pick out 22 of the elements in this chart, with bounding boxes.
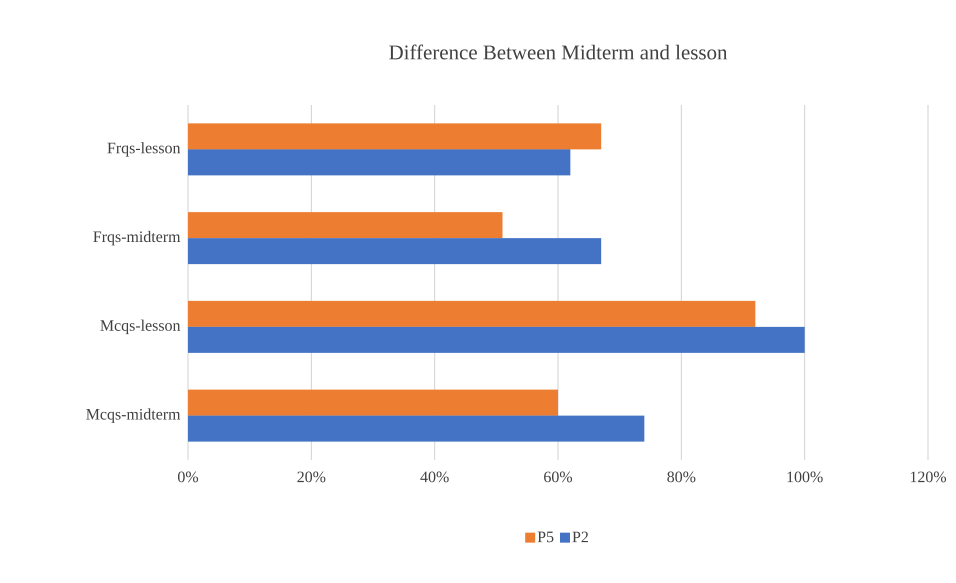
bar bbox=[188, 149, 570, 176]
y-tick-label: Frqs-midterm bbox=[93, 230, 180, 246]
x-tick-label: 20% bbox=[297, 472, 326, 482]
x-tick-label: 80% bbox=[667, 472, 696, 482]
bar bbox=[188, 123, 602, 150]
x-tick-label: 0% bbox=[178, 472, 198, 482]
legend-label: P5 bbox=[538, 532, 554, 542]
legend-label: P2 bbox=[572, 532, 588, 542]
bar bbox=[188, 416, 644, 442]
y-tick-label: Mcqs-midterm bbox=[86, 408, 180, 423]
x-tick-label: 60% bbox=[544, 472, 572, 482]
y-tick-label: Mcqs-lesson bbox=[100, 320, 180, 334]
chart-title: Difference Between Midterm and lesson bbox=[389, 44, 728, 60]
x-tick-label: 100% bbox=[787, 472, 823, 482]
bar bbox=[188, 326, 805, 353]
x-tick-label: 40% bbox=[420, 472, 449, 482]
bar bbox=[188, 300, 756, 327]
bar bbox=[188, 238, 602, 264]
bar bbox=[188, 390, 558, 416]
x-tick-label: 120% bbox=[910, 472, 946, 482]
y-tick-label: Frqs-lesson bbox=[107, 142, 180, 157]
bar bbox=[188, 212, 503, 238]
